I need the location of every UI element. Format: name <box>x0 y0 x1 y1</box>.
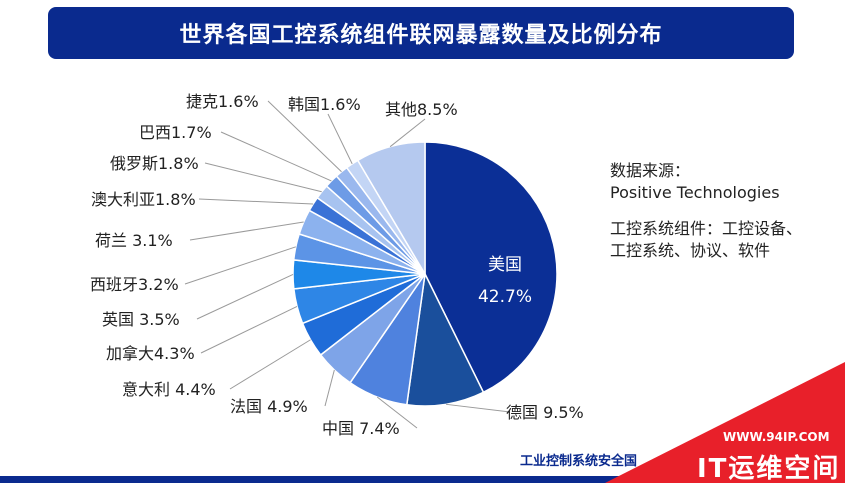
watermark-triangle <box>605 362 845 483</box>
watermark-url: WWW.94IP.COM <box>723 430 830 444</box>
bottom-rule <box>0 476 845 483</box>
leader-line-7 <box>196 273 294 320</box>
slice-label-8: 西班牙3.2% <box>90 275 179 294</box>
slice-label-13: 捷克1.6% <box>186 92 259 111</box>
component-note: 工控系统组件：工控设备、工控系统、协议、软件 <box>610 219 803 260</box>
slice-label-14: 韩国1.6% <box>288 95 361 114</box>
leader-line-14 <box>327 113 353 165</box>
leader-line-5 <box>229 339 311 390</box>
slice-label-2: 德国 9.5% <box>506 403 584 422</box>
watermark-name: IT运维空间 <box>697 454 841 484</box>
slice-percent-1: 42.7% <box>478 287 532 307</box>
slice-label-15: 其他8.5% <box>385 100 458 119</box>
slice-label-3: 中国 7.4% <box>322 419 400 438</box>
footer-caption: 工业控制系统安全国 <box>520 454 638 469</box>
slice-label-6: 加拿大4.3% <box>106 344 195 363</box>
leader-line-4 <box>324 369 335 407</box>
slice-label-9: 荷兰 3.1% <box>95 231 173 250</box>
slice-label-10: 澳大利亚1.8% <box>91 190 196 209</box>
leader-line-9 <box>189 221 304 241</box>
slice-label-1: 美国 <box>488 255 522 275</box>
leader-line-15 <box>389 118 426 148</box>
leader-line-11 <box>204 162 322 193</box>
slice-label-5: 意大利 4.4% <box>122 380 216 399</box>
slice-label-4: 法国 4.9% <box>230 397 308 416</box>
leader-line-8 <box>184 246 296 285</box>
pie-slice-2 <box>405 271 485 407</box>
slice-label-11: 俄罗斯1.8% <box>110 154 199 173</box>
chart-title: 世界各国工控系统组件联网暴露数量及比例分布 <box>179 23 663 48</box>
slice-label-12: 巴西1.7% <box>139 123 212 142</box>
leader-line-2 <box>445 403 511 413</box>
data-source-label: 数据来源： <box>610 161 691 180</box>
leader-line-10 <box>198 198 314 205</box>
pie-slice-1 <box>424 141 558 394</box>
leader-line-12 <box>220 131 332 182</box>
leader-line-13 <box>267 100 342 173</box>
data-source-name: Positive Technologies <box>610 183 780 202</box>
slice-label-7: 英国 3.5% <box>102 310 180 329</box>
data-source: 数据来源： Positive Technologies <box>610 160 780 204</box>
leader-line-6 <box>200 305 298 354</box>
chart-title-bar: 世界各国工控系统组件联网暴露数量及比例分布 <box>48 7 794 59</box>
leader-line-3 <box>376 396 418 429</box>
